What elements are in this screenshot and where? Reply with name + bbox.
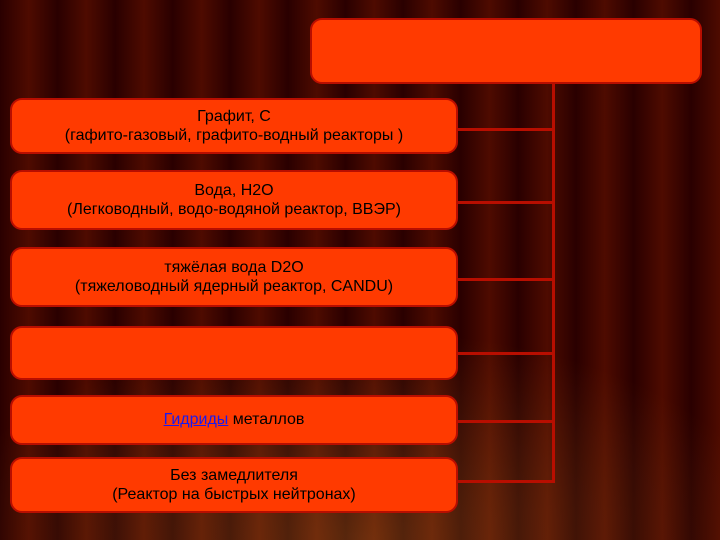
connector-branch-3	[452, 352, 555, 355]
connector-branch-1	[452, 201, 555, 204]
node-empty	[10, 326, 458, 380]
node-water-line1: Вода, H2O	[22, 181, 446, 200]
hydrides-link[interactable]: Гидриды	[164, 411, 229, 428]
node-graphite-line2: (гафито-газовый, графито-водный реакторы…	[22, 126, 446, 145]
node-no-moderator-line1: Без замедлителя	[22, 466, 446, 485]
connector-branch-4	[452, 420, 555, 423]
hydrides-after: металлов	[228, 411, 304, 428]
node-no-moderator-line2: (Реактор на быстрых нейтронах)	[22, 485, 446, 504]
node-heavy-water-line1: тяжёлая вода D2O	[22, 258, 446, 277]
node-hydrides-text: Гидриды металлов	[22, 410, 446, 429]
node-graphite-line1: Графит, C	[22, 107, 446, 126]
node-heavy-water: тяжёлая вода D2O (тяжеловодный ядерный р…	[10, 247, 458, 307]
node-hydrides: Гидриды металлов	[10, 395, 458, 445]
node-no-moderator: Без замедлителя (Реактор на быстрых нейт…	[10, 457, 458, 513]
connector-branch-0	[452, 128, 555, 131]
node-water-line2: (Легководный, водо-водяной реактор, ВВЭР…	[22, 200, 446, 219]
connector-branch-2	[452, 278, 555, 281]
diagram-stage: Графит, C (гафито-газовый, графито-водны…	[0, 0, 720, 540]
node-water: Вода, H2O (Легководный, водо-водяной реа…	[10, 170, 458, 230]
node-graphite: Графит, C (гафито-газовый, графито-водны…	[10, 98, 458, 154]
node-heavy-water-line2: (тяжеловодный ядерный реактор, CANDU)	[22, 277, 446, 296]
root-box	[310, 18, 702, 84]
connector-branch-5	[452, 480, 555, 483]
